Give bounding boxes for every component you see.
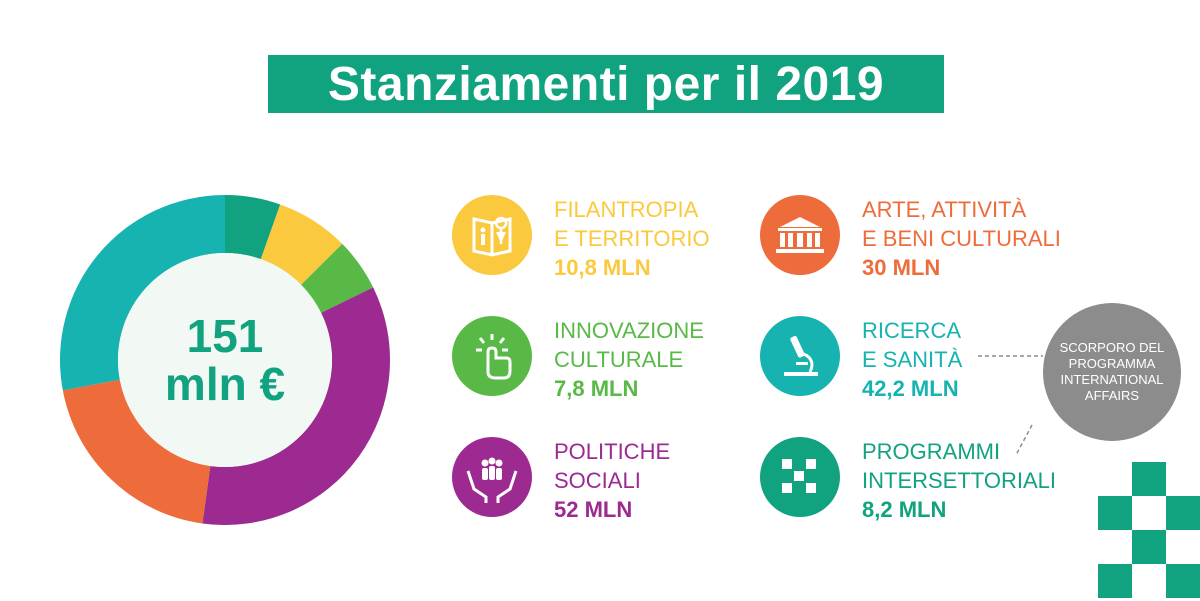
category-title-line1: FILANTROPIA: [554, 197, 699, 222]
map-person-pin-icon: [452, 195, 532, 275]
category-amount: 52 MLN: [554, 497, 633, 522]
donut-slice-2: [301, 243, 374, 313]
donut-hole: [118, 253, 332, 467]
donut-slice-1: [260, 204, 343, 285]
donut-slice-5: [60, 195, 225, 391]
checker-square: [1166, 564, 1200, 598]
museum-building-icon: [760, 195, 840, 275]
category-title-line1: INNOVAZIONE: [554, 318, 704, 343]
checker-square: [1132, 530, 1166, 564]
category-amount: 8,2 MLN: [862, 497, 947, 522]
total-value: 151: [186, 310, 264, 362]
checker-pattern-icon: [760, 437, 840, 517]
category-title-line2: INTERSETTORIALI: [862, 468, 1056, 493]
checker-square: [1166, 496, 1200, 530]
page-title: Stanziamenti per il 2019: [327, 57, 885, 111]
note-text: SCORPORO DEL PROGRAMMA INTERNATIONAL AFF…: [1059, 340, 1165, 403]
category-title-line2: SOCIALI: [554, 468, 641, 493]
checker-square: [1132, 462, 1166, 496]
category-title-line1: POLITICHE: [554, 439, 671, 464]
category-title-line2: E TERRITORIO: [554, 226, 710, 251]
category-amount: 42,2 MLN: [862, 376, 959, 401]
checker-square: [1098, 564, 1132, 598]
donut-slice-3: [202, 287, 390, 525]
microscope-icon: [760, 316, 840, 396]
donut-slice-4: [62, 379, 211, 524]
total-unit: mln €: [164, 358, 286, 410]
donut-slice-0: [225, 195, 281, 260]
category-title-line1: PROGRAMMI: [862, 439, 1001, 464]
category-amount: 10,8 MLN: [554, 255, 651, 280]
hands-family-icon: [452, 437, 532, 517]
category-title-line2: E SANITÀ: [862, 347, 963, 372]
category-title-line1: RICERCA: [862, 318, 962, 343]
note-bubble: SCORPORO DEL PROGRAMMA INTERNATIONAL AFF…: [1043, 303, 1181, 441]
title-banner: Stanziamenti per il 2019: [268, 55, 944, 113]
checker-square: [1098, 496, 1132, 530]
donut-chart: [60, 195, 390, 525]
touch-hand-icon: [452, 316, 532, 396]
category-title-line2: E BENI CULTURALI: [862, 226, 1061, 251]
category-title-line1: ARTE, ATTIVITÀ: [862, 197, 1027, 222]
total-label: 151 mln €: [120, 312, 330, 408]
category-title-line2: CULTURALE: [554, 347, 684, 372]
category-amount: 7,8 MLN: [554, 376, 639, 401]
category-amount: 30 MLN: [862, 255, 941, 280]
